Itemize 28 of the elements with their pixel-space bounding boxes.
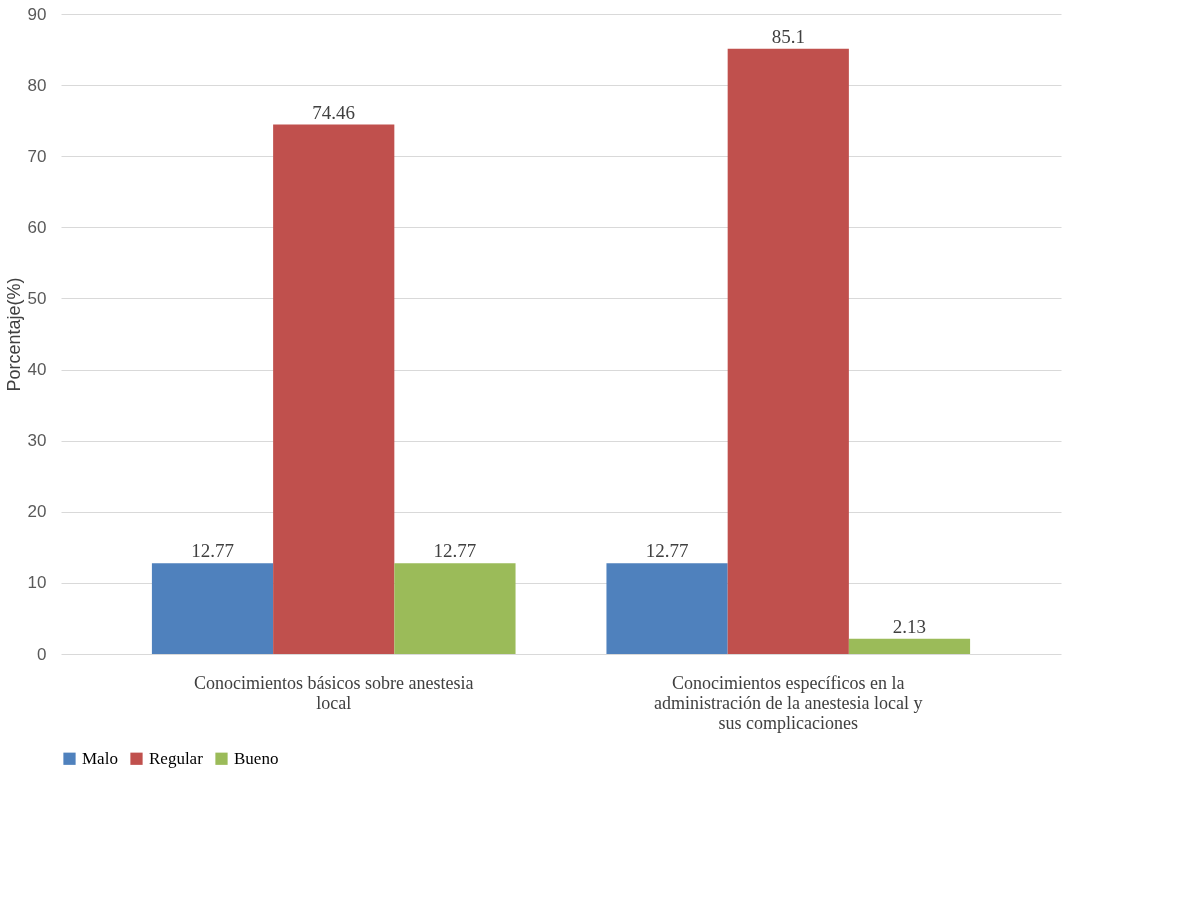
bar [394, 563, 516, 654]
x-tick-label: Conocimientos específicos en la administración de la anestesia local y sus complicaciones [654, 672, 923, 733]
x-tick-label: Conocimientos básicos sobre anestesia local [194, 672, 474, 713]
data-label: 74.46 [312, 101, 356, 123]
bar [848, 638, 971, 654]
bar [151, 563, 274, 654]
data-label: 2.13 [892, 615, 927, 637]
y-tick-label: 40 [27, 360, 47, 380]
bar [273, 124, 395, 654]
y-tick-label: 70 [27, 146, 47, 166]
y-tick-label: 90 [27, 4, 47, 24]
data-label: 12.77 [645, 540, 689, 562]
y-tick-label: 50 [27, 288, 47, 308]
y-tick-label: 30 [27, 431, 47, 451]
y-tick-label: 0 [37, 644, 47, 664]
data-label: 85.1 [771, 25, 805, 47]
legend-label: Bueno [234, 748, 279, 768]
y-tick-label: 10 [27, 573, 47, 593]
y-tick-label: 80 [27, 75, 47, 95]
data-label: 12.77 [191, 540, 234, 562]
bar [606, 563, 728, 654]
bar [727, 48, 849, 654]
y-tick-label: 20 [27, 502, 47, 522]
y-tick-label: 60 [27, 217, 47, 237]
y-axis-title: Porcentaje(%) [3, 277, 24, 392]
legend-label: Regular [149, 748, 204, 768]
data-label: 12.77 [433, 540, 477, 562]
legend-label: Malo [82, 748, 118, 768]
